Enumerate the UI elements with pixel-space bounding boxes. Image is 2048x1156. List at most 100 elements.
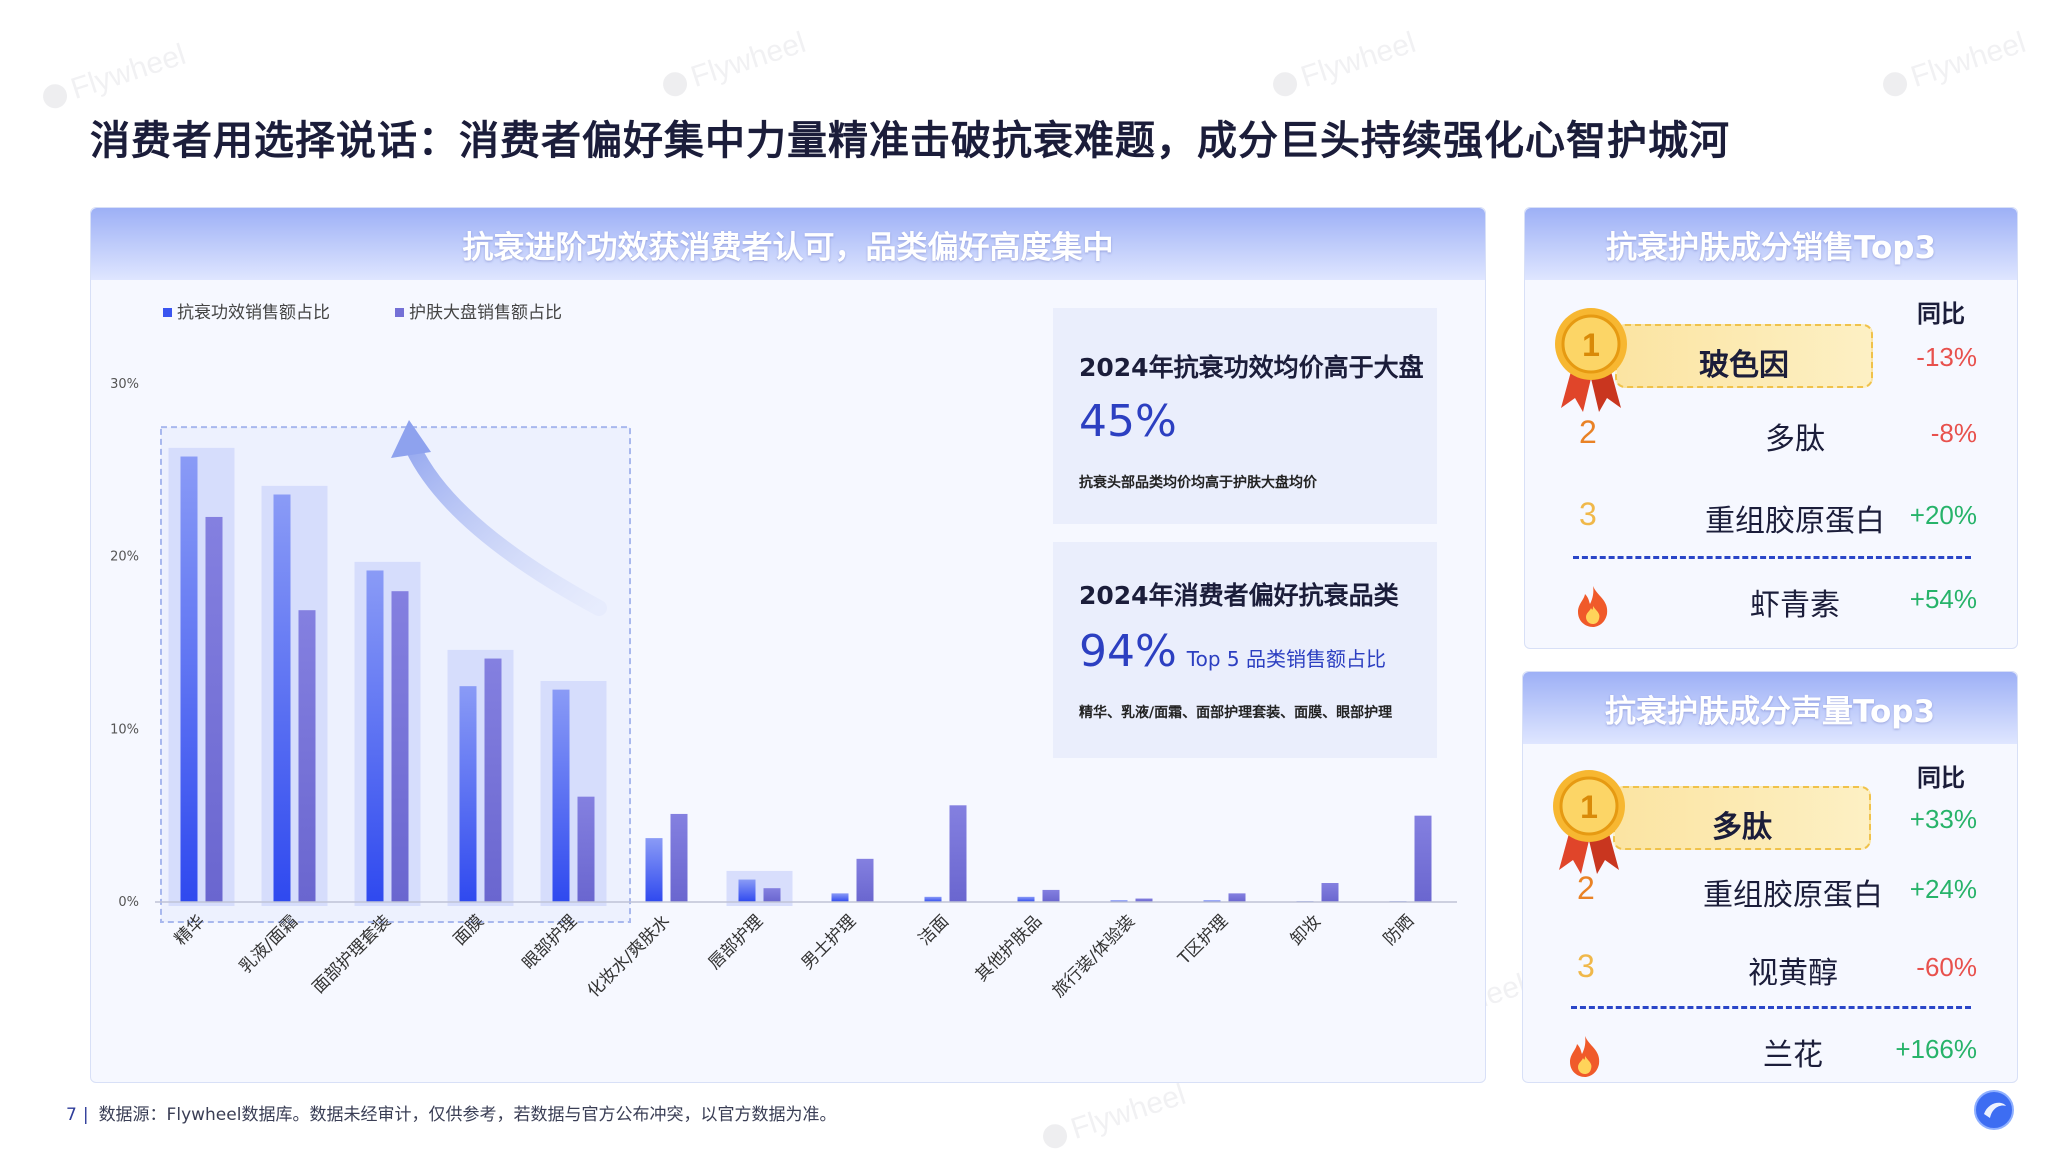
medal-rank-text: 1 (1580, 789, 1598, 825)
sales-rank-3-name: 重组胶原蛋白 (1705, 504, 1885, 539)
bar-series2 (670, 813, 688, 902)
volume-top3-header: 抗衰护肤成分声量Top3 (1523, 672, 2017, 744)
bar-series2 (1321, 883, 1339, 902)
bar-highlight-backdrop (354, 561, 421, 906)
bar-series1 (1110, 900, 1128, 902)
sales-rank-2-name: 多肽 (1765, 422, 1825, 457)
bar-series1 (831, 893, 849, 902)
volume-rank-row-3: 3 视黄醇 -60% (1523, 938, 2017, 1008)
volume-rank-2-number: 2 (1577, 870, 1595, 906)
gold-medal-icon: 1 (1555, 308, 1627, 412)
legend-swatch-series2 (395, 308, 404, 317)
sales-hot-name: 虾青素 (1750, 588, 1840, 623)
bar-highlight-backdrop (168, 447, 235, 906)
gold-medal-icon: 1 (1553, 770, 1625, 874)
x-tick-label: 洁面 (915, 911, 953, 949)
volume-hot-yoy: +166% (1895, 1034, 1977, 1064)
volume-rank-row-1: 多肽 1 +33% (1523, 770, 2017, 874)
bar-chart: 抗衰功效销售额占比 护肤大盘销售额占比 0%10%20%30%精华 乳液/面霜 面部… (110, 303, 1457, 1002)
bar-series2 (205, 516, 223, 902)
x-tick-label: T区护理 (1174, 911, 1232, 969)
x-tick-label: 化妆水/爽肤水 (584, 911, 674, 1001)
info-box-preference-value: 94% (1079, 626, 1177, 677)
volume-rank-3-number: 3 (1577, 948, 1595, 984)
page-number-separator: | (82, 1105, 89, 1125)
bar-series2 (1414, 815, 1432, 902)
watermark: Flywheel (1038, 1078, 1190, 1156)
bar-series2 (856, 858, 874, 902)
chart-legend: 抗衰功效销售额占比 护肤大盘销售额占比 (163, 303, 562, 323)
volume-top3-panel: 抗衰护肤成分声量Top3 同比 多肽 1 +33% 2 重组胶原蛋白 +24% … (1522, 671, 2018, 1083)
sales-rank-1-name: 玻色因 (1699, 348, 1789, 383)
volume-rank-row-2: 2 重组胶原蛋白 +24% (1523, 860, 2017, 930)
sales-rank-1-yoy: -13% (1916, 342, 1977, 372)
y-tick-label: 10% (110, 722, 139, 737)
sales-rank-2-number: 2 (1579, 414, 1597, 450)
sales-divider (1573, 556, 1971, 559)
x-tick-label: 卸妆 (1287, 911, 1325, 949)
bar-series1 (459, 686, 477, 902)
sales-hot-yoy: +54% (1909, 584, 1977, 614)
page-title: 消费者用选择说话：消费者偏好集中力量精准击破抗衰难题，成分巨头持续强化心智护城河 (90, 118, 1730, 164)
y-tick-label: 20% (110, 550, 139, 565)
trend-arrow (405, 440, 607, 616)
page-number: 7 (66, 1105, 77, 1125)
bar-series1 (1203, 900, 1221, 902)
sales-rank-row-2: 2 多肽 -8% (1525, 404, 2017, 474)
bar-series1 (645, 838, 663, 902)
fire-icon (1578, 586, 1608, 627)
sales-rank-3-yoy: +20% (1909, 500, 1977, 530)
bar-highlight-backdrop (726, 870, 793, 906)
bar-highlight-backdrop (261, 485, 328, 906)
watermark: Flywheel (1268, 26, 1420, 104)
bar-series2 (949, 805, 967, 902)
bar-series1 (366, 570, 384, 902)
info-box-price-note: 抗衰头部品类均价均高于护肤大盘均价 (1079, 475, 1317, 491)
volume-rank-2-yoy: +24% (1909, 874, 1977, 904)
volume-divider (1571, 1006, 1971, 1009)
bar-series1 (1017, 896, 1035, 902)
sales-top3-header: 抗衰护肤成分销售Top3 (1525, 208, 2017, 280)
bar-series1 (552, 689, 570, 902)
bar-highlight-backdrop (447, 649, 514, 906)
bar-series2 (1135, 898, 1153, 902)
bar-series2 (391, 591, 409, 902)
bar-highlight-backdrop (540, 680, 607, 906)
trend-arrowhead (391, 420, 431, 458)
watermark: Flywheel (658, 26, 810, 104)
rank-1-pill: 玻色因 (1615, 324, 1873, 388)
info-box-preference-subtitle: Top 5 品类销售额占比 (1186, 647, 1386, 671)
left-panel-header: 抗衰进阶功效获消费者认可，品类偏好高度集中 (91, 208, 1485, 280)
volume-rank-list: 同比 多肽 1 +33% 2 重组胶原蛋白 +24% 3 视黄醇 -60% (1523, 744, 2017, 1082)
sales-rank-row-3: 3 重组胶原蛋白 +20% (1525, 486, 2017, 556)
y-tick-label: 0% (118, 895, 139, 910)
left-panel: 抗衰进阶功效获消费者认可，品类偏好高度集中 抗衰功效销售额占比 护肤大盘销售额占… (90, 207, 1486, 1083)
bar-series2 (763, 888, 781, 902)
info-box-preference-title: 2024年消费者偏好抗衰品类 (1079, 581, 1399, 610)
watermark: Flywheel (38, 38, 190, 116)
bar-series2 (484, 658, 502, 902)
legend-label-series1: 抗衰功效销售额占比 (177, 303, 330, 323)
info-box-preference: 2024年消费者偏好抗衰品类 94% Top 5 品类销售额占比 精华、乳液/面霜… (1053, 542, 1437, 758)
flywheel-logo-icon (1974, 1090, 2014, 1130)
fire-icon (1570, 1036, 1600, 1077)
bar-series1 (924, 896, 942, 902)
footnote: 7 | 数据源：Flywheel数据库。数据未经审计，仅供参考，若数据与官方公布冲突… (66, 1100, 836, 1125)
bar-series2 (577, 796, 595, 902)
x-tick-label: 面部护理套装 (309, 911, 395, 997)
info-box-preference-note: 精华、乳液/面霜、面部护理套装、面膜、眼部护理 (1079, 705, 1393, 721)
volume-rank-1-yoy: +33% (1909, 804, 1977, 834)
sales-hot-row: 虾青素 +54% (1525, 570, 2017, 640)
bar-series2 (1042, 889, 1060, 902)
sales-yoy-label: 同比 (1917, 300, 1965, 328)
legend-swatch-series1 (163, 308, 172, 317)
medal-rank-text: 1 (1582, 327, 1600, 363)
x-tick-label: 男士护理 (798, 911, 860, 973)
volume-rank-1-name: 多肽 (1712, 810, 1772, 845)
bar-series2 (1228, 893, 1246, 902)
sales-rank-row-1: 玻色因 1 -13% (1525, 308, 2017, 412)
volume-rank-3-yoy: -60% (1916, 952, 1977, 982)
bar-series2 (298, 610, 316, 902)
volume-hot-row: 兰花 +166% (1523, 1020, 2017, 1090)
sales-rank-2-yoy: -8% (1930, 418, 1977, 448)
